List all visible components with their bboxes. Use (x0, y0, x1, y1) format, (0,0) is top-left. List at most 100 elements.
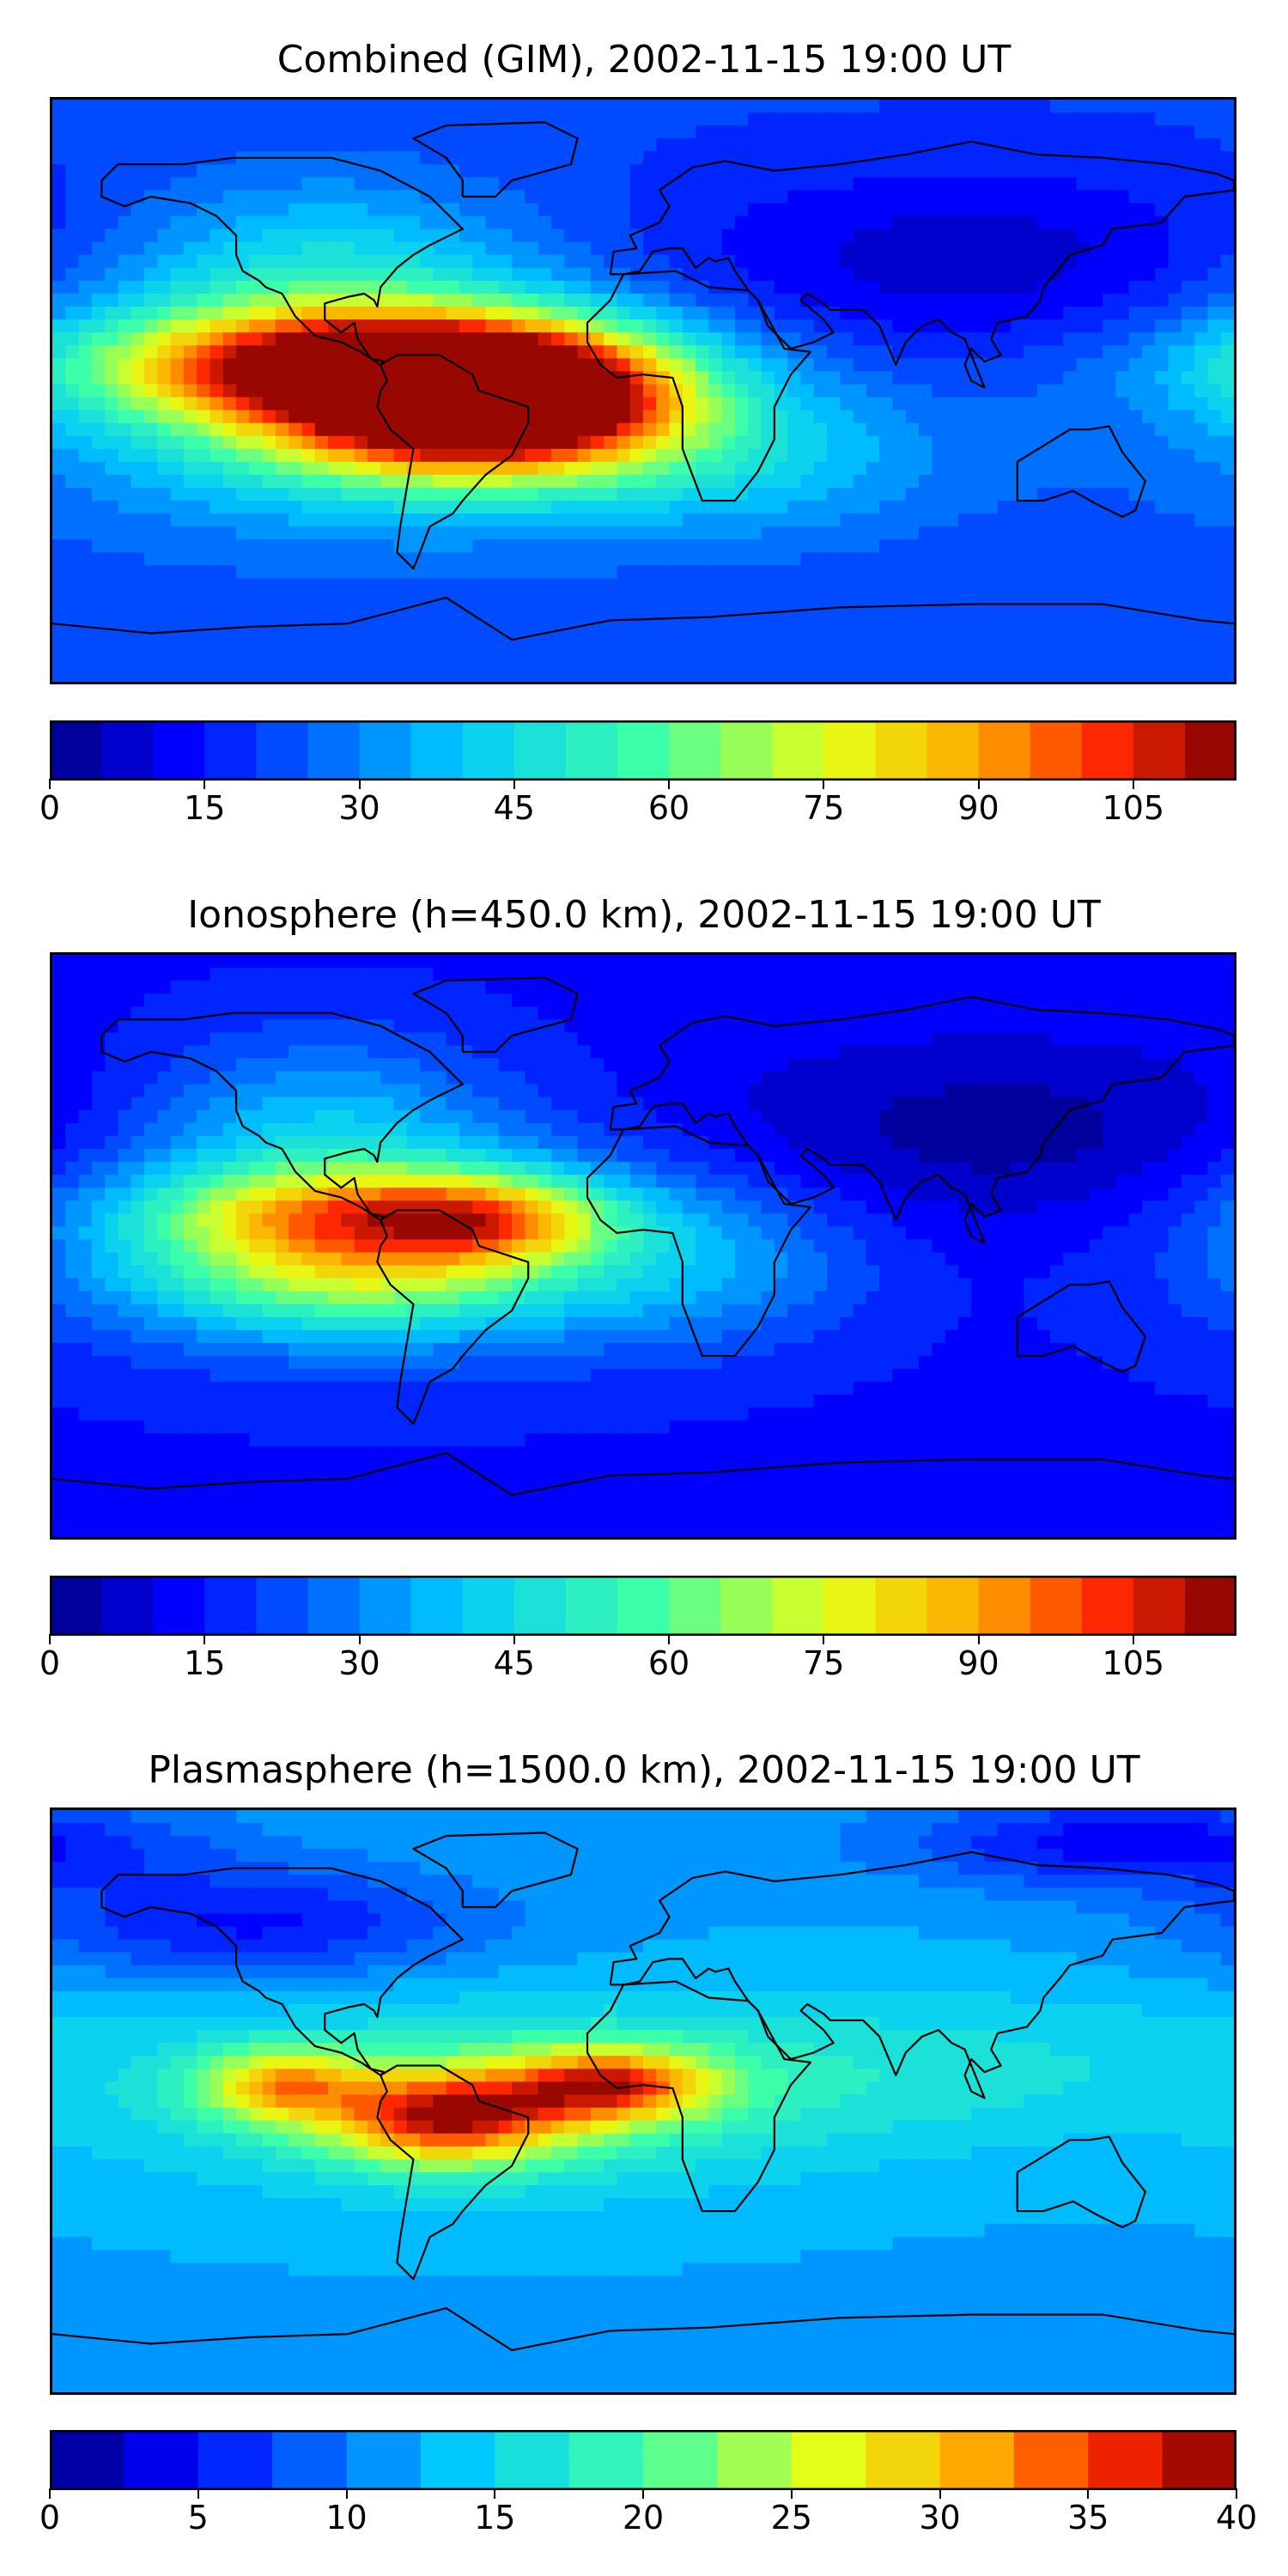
colorbar-segment (197, 2430, 273, 2490)
colorbar-segment (346, 2430, 422, 2490)
colorbar-segment (272, 2430, 348, 2490)
tick-label: 105 (1102, 1644, 1165, 1682)
tick-label: 90 (957, 1644, 999, 1682)
colorbar-ticks-ionosphere: 0 15 30 45 60 75 90 105 (39, 1634, 1236, 1687)
colorbar-segment (823, 720, 877, 781)
coastline (413, 977, 577, 1052)
coastline (587, 271, 811, 501)
colorbar-segment (978, 720, 1031, 781)
colorbar-segment (204, 720, 258, 781)
tick-mark (642, 2488, 644, 2499)
tick-label: 15 (184, 789, 226, 827)
colorbar-segment (1133, 1576, 1186, 1636)
colorbar-segment (720, 720, 773, 781)
colorbar-segment (927, 720, 980, 781)
coastline (1018, 1281, 1145, 1371)
colorbar-segment (875, 1576, 928, 1636)
tick-label: 105 (1102, 789, 1165, 827)
panel-title-combined: Combined (GIM), 2002-11-15 19:00 UT (276, 38, 1012, 82)
tick-label: 0 (39, 789, 61, 827)
colorbar-segment (717, 2430, 793, 2490)
tick-mark (977, 779, 980, 789)
coastline (587, 1982, 811, 2211)
tick-label: 5 (187, 2499, 209, 2537)
map-plasmasphere (50, 1807, 1236, 2395)
coastline (377, 1211, 528, 1425)
colorbar-segment (875, 720, 928, 781)
colorbar-segment (256, 1576, 309, 1636)
colorbar-segment (617, 720, 670, 781)
colorbar-segment (50, 1576, 102, 1636)
colorbar-ticks-plasmasphere: 0 5 10 15 20 25 30 35 40 (39, 2488, 1257, 2542)
colorbar-segment (1081, 1576, 1134, 1636)
colorbar-segment (1184, 1576, 1236, 1636)
colorbar-segment (420, 2430, 495, 2490)
colorbar-segment (866, 2430, 941, 2490)
coastline (52, 1453, 1234, 1495)
tick-mark (204, 1634, 206, 1644)
colorbar-segment (1013, 2430, 1089, 2490)
colorbar-segment (568, 2430, 644, 2490)
colorbar-segment (1030, 720, 1083, 781)
tick-mark (345, 2488, 348, 2499)
colorbar-segment (669, 720, 721, 781)
colorbar-segment (791, 2430, 866, 2490)
tick-mark (977, 1634, 980, 1644)
tick-mark (1236, 2488, 1237, 2499)
colorbar-segment (462, 1576, 515, 1636)
coastline (587, 1127, 811, 1356)
tick-mark (823, 779, 825, 789)
colorbar-segment (495, 2430, 570, 2490)
colorbar-segment (772, 720, 824, 781)
tick-label: 0 (39, 2499, 61, 2537)
colorbar-segment (50, 720, 102, 781)
tick-mark (668, 779, 671, 789)
tick-mark (49, 2488, 51, 2499)
tick-label: 15 (474, 2499, 516, 2537)
colorbar-plasmasphere (50, 2430, 1236, 2490)
map-combined (50, 97, 1236, 684)
tick-label: 60 (647, 789, 690, 827)
tick-mark (49, 1634, 51, 1644)
colorbar-segment (720, 1576, 773, 1636)
colorbar-segment (978, 1576, 1031, 1636)
tick-mark (939, 2488, 941, 2499)
colorbar-segment (153, 720, 205, 781)
coastline (101, 1868, 462, 2075)
colorbar-segment (669, 1576, 721, 1636)
tick-label: 90 (957, 789, 999, 827)
tick-label: 30 (919, 2499, 961, 2537)
coastline (377, 2066, 528, 2280)
colorbar-segment (410, 720, 464, 781)
tick-mark (1087, 2488, 1090, 2499)
coastline (413, 1832, 577, 1907)
tick-mark (204, 779, 206, 789)
colorbar-segment (359, 1576, 412, 1636)
colorbar-segment (50, 2430, 125, 2490)
colorbar-segment (359, 720, 412, 781)
colorbar-segment (1088, 2430, 1163, 2490)
coastline (1018, 2136, 1145, 2227)
coastline (52, 598, 1234, 640)
tick-label: 0 (39, 1644, 61, 1682)
colorbar-segment (823, 1576, 877, 1636)
coastline (611, 142, 1234, 387)
tick-mark (197, 2488, 199, 2499)
tick-label: 15 (184, 1644, 226, 1682)
colorbar-segment (1133, 720, 1186, 781)
tick-mark (358, 1634, 361, 1644)
coastline (413, 122, 577, 197)
colorbar-segment (307, 1576, 361, 1636)
colorbar-segment (643, 2430, 719, 2490)
colorbar-segment (772, 1576, 824, 1636)
colorbar-segment (462, 720, 515, 781)
tick-mark (494, 2488, 496, 2499)
coastline (101, 1013, 462, 1220)
colorbar-combined (50, 720, 1236, 781)
tec-contour-map (52, 100, 1234, 682)
colorbar-segment (939, 2430, 1015, 2490)
tick-mark (1132, 1634, 1134, 1644)
colorbar-segment (617, 1576, 670, 1636)
colorbar-segment (1184, 720, 1236, 781)
coastline (377, 355, 528, 569)
